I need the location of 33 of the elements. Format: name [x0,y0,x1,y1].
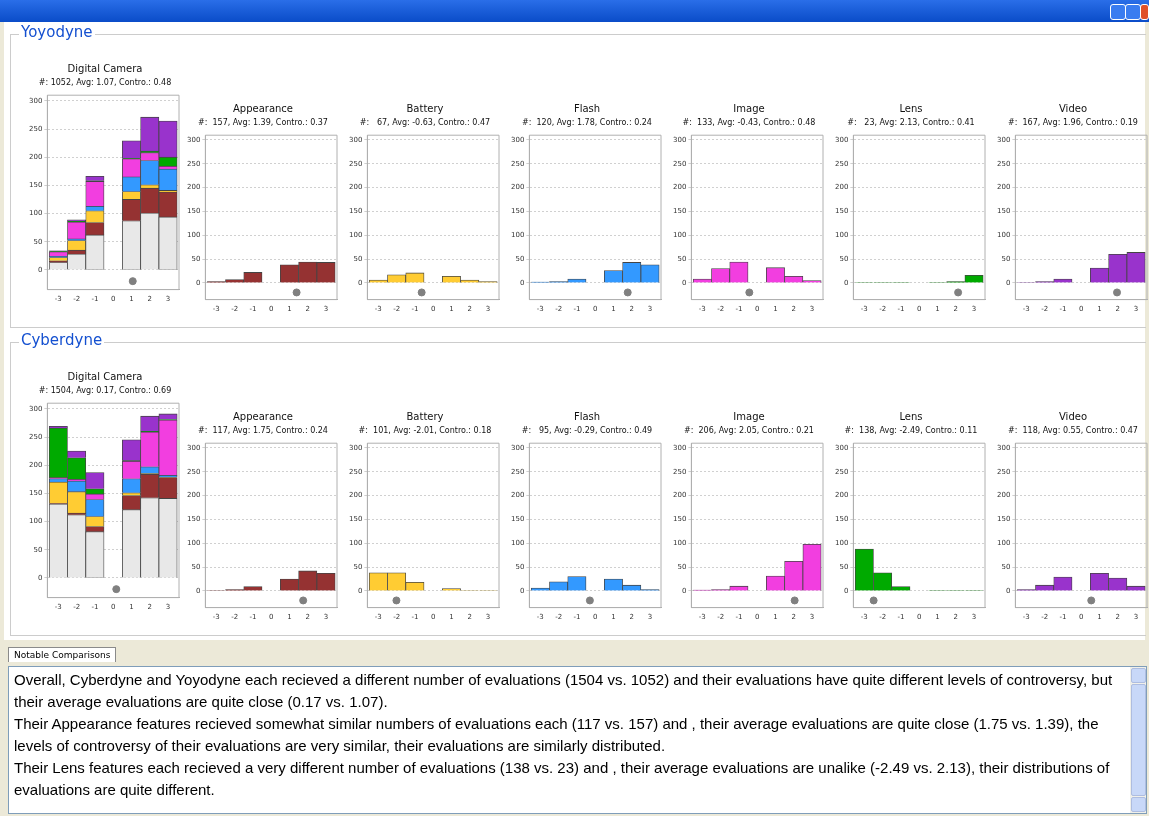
chart-title: Battery [405,410,445,424]
text: Cyberdyne [19,331,105,349]
chart-subtitle: #: 1052, Avg: 1.07, Contro.: 0.48 [37,77,173,89]
chart-title: Digital Camera [66,370,144,384]
chart-title: Video [1058,102,1088,116]
chart-title: Digital Camera [66,62,144,76]
chart-subtitle: #: 67, Avg: -0.63, Contro.: 0.47 [358,117,492,129]
chart-title: Battery [405,102,445,116]
chart-title: Lens [898,102,924,116]
chart-title: Appearance [231,102,294,116]
chart-subtitle: #: 167, Avg: 1.96, Contro.: 0.19 [1007,117,1139,129]
chart-subtitle: #: 138, Avg: -2.49, Contro.: 0.11 [843,425,979,437]
chart-subtitle: #: 117, Avg: 1.75, Contro.: 0.24 [197,425,329,437]
chart-subtitle: #: 157, Avg: 1.39, Contro.: 0.37 [197,117,329,129]
chart-subtitle: #: 133, Avg: -0.43, Contro.: 0.48 [681,117,817,129]
chart-title: Appearance [231,410,294,424]
chart-title: Flash [572,410,602,424]
chart-title: Image [732,102,766,116]
text: Overall, Cyberdyne and Yoyodyne each recieved a different number of evaluations (1504 vs. 1052) and their evaluations have quite different levels of controversy, but their average evaluations are quite close (0.17 vs. 1.07). [14,670,1114,712]
chart-subtitle: #: 101, Avg: -2.01, Contro.: 0.18 [357,425,493,437]
chart-subtitle: #: 1504, Avg: 0.17, Contro.: 0.69 [37,385,173,397]
chart-subtitle: #: 120, Avg: 1.78, Contro.: 0.24 [521,117,653,129]
chart-subtitle: #: 95, Avg: -0.29, Contro.: 0.49 [520,425,654,437]
chart-title: Image [732,410,766,424]
chart-subtitle: #: 206, Avg: 2.05, Contro.: 0.21 [683,425,815,437]
chart-subtitle: #: 23, Avg: 2.13, Contro.: 0.41 [846,117,976,129]
chart-title: Flash [572,102,602,116]
text: Their Appearance features recieved somewhat similar numbers of evaluations each (117 vs. 157) and , their average evaluations are quite close (1.75 vs. 1.39), the levels of controversy of their evaluations are very similar, their evaluations are similarly distributed. [14,714,1100,756]
chart-subtitle: #: 118, Avg: 0.55, Contro.: 0.47 [1007,425,1139,437]
text: Yoyodyne [19,23,95,41]
chart-title: Lens [898,410,924,424]
text: Their Lens features each recieved a very different number of evaluations (138 vs. 23) and , their average evaluations are unalike (-2.49 vs. 2.13), their distributions of evaluations are quite different. [14,758,1111,800]
chart-title: Video [1058,410,1088,424]
